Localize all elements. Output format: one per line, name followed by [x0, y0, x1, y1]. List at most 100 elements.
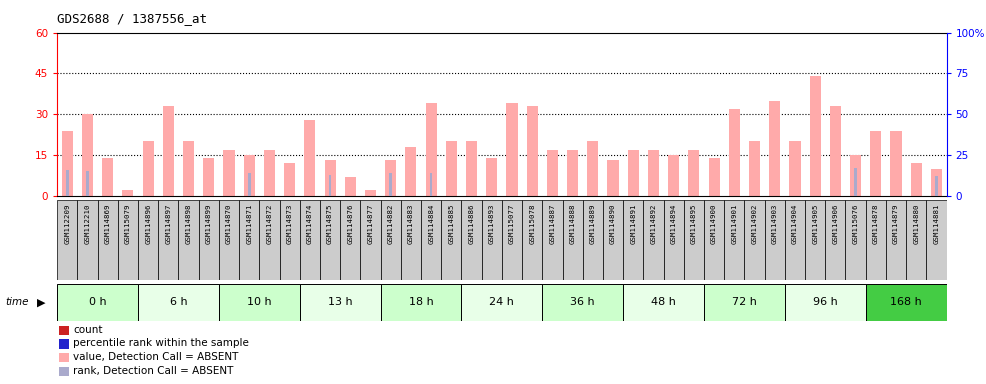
- Bar: [365, 190, 376, 196]
- Text: GSM114876: GSM114876: [347, 204, 353, 244]
- Bar: [724, 200, 744, 280]
- Bar: [669, 155, 679, 196]
- Bar: [850, 155, 861, 196]
- Bar: [259, 200, 280, 280]
- Bar: [59, 367, 69, 376]
- Bar: [59, 339, 69, 349]
- Bar: [284, 163, 295, 196]
- Bar: [502, 200, 523, 280]
- Bar: [704, 200, 724, 280]
- Text: GSM114877: GSM114877: [368, 204, 374, 244]
- Bar: [183, 141, 194, 196]
- Text: GSM114882: GSM114882: [387, 204, 393, 244]
- Text: rank, Detection Call = ABSENT: rank, Detection Call = ABSENT: [74, 366, 234, 376]
- Text: GSM114902: GSM114902: [751, 204, 757, 244]
- Text: value, Detection Call = ABSENT: value, Detection Call = ABSENT: [74, 352, 239, 362]
- Bar: [785, 284, 866, 321]
- Bar: [244, 155, 254, 196]
- Bar: [866, 200, 885, 280]
- Text: 18 h: 18 h: [408, 297, 434, 308]
- Text: GSM114901: GSM114901: [732, 204, 738, 244]
- Bar: [769, 101, 780, 196]
- Text: GSM114895: GSM114895: [691, 204, 697, 244]
- Text: GSM114897: GSM114897: [166, 204, 172, 244]
- Bar: [931, 169, 942, 196]
- Bar: [547, 150, 558, 196]
- Text: GSM115078: GSM115078: [529, 204, 535, 244]
- Text: GSM115079: GSM115079: [125, 204, 131, 244]
- Bar: [704, 284, 785, 321]
- Bar: [846, 200, 866, 280]
- Bar: [648, 150, 659, 196]
- Bar: [199, 200, 219, 280]
- Text: GSM114892: GSM114892: [651, 204, 657, 244]
- Bar: [122, 190, 133, 196]
- Bar: [623, 200, 643, 280]
- Bar: [486, 158, 497, 196]
- Bar: [749, 141, 760, 196]
- Bar: [386, 161, 396, 196]
- Text: 36 h: 36 h: [571, 297, 595, 308]
- Text: percentile rank within the sample: percentile rank within the sample: [74, 338, 249, 348]
- Bar: [300, 284, 381, 321]
- Bar: [66, 170, 69, 196]
- Text: count: count: [74, 325, 103, 335]
- Bar: [82, 114, 93, 196]
- Bar: [158, 200, 178, 280]
- Text: GSM114887: GSM114887: [549, 204, 555, 244]
- Text: GSM114904: GSM114904: [792, 204, 798, 244]
- Bar: [138, 284, 219, 321]
- Bar: [118, 200, 138, 280]
- Bar: [86, 171, 89, 196]
- Bar: [62, 131, 73, 196]
- Text: 24 h: 24 h: [489, 297, 515, 308]
- Bar: [684, 200, 704, 280]
- Text: GSM115076: GSM115076: [853, 204, 859, 244]
- Text: GSM114869: GSM114869: [105, 204, 110, 244]
- Text: GSM114906: GSM114906: [832, 204, 838, 244]
- Bar: [224, 150, 235, 196]
- Bar: [482, 200, 502, 280]
- Text: 0 h: 0 h: [89, 297, 106, 308]
- Bar: [381, 200, 400, 280]
- Bar: [77, 200, 98, 280]
- Text: GSM114884: GSM114884: [428, 204, 434, 244]
- Bar: [935, 176, 938, 196]
- Text: GSM115077: GSM115077: [509, 204, 515, 244]
- Bar: [664, 200, 683, 280]
- Text: 72 h: 72 h: [732, 297, 757, 308]
- Bar: [542, 284, 623, 321]
- Bar: [324, 161, 335, 196]
- Text: GSM114879: GSM114879: [893, 204, 899, 244]
- Bar: [138, 200, 158, 280]
- Text: GSM114889: GSM114889: [590, 204, 596, 244]
- Bar: [400, 200, 421, 280]
- Bar: [178, 200, 199, 280]
- Bar: [163, 106, 174, 196]
- Bar: [830, 106, 841, 196]
- Bar: [466, 141, 477, 196]
- Bar: [345, 177, 356, 196]
- Bar: [264, 150, 275, 196]
- Bar: [421, 200, 442, 280]
- Bar: [542, 200, 562, 280]
- Text: GSM114880: GSM114880: [913, 204, 919, 244]
- Bar: [381, 284, 461, 321]
- Text: GSM114871: GSM114871: [246, 204, 252, 244]
- Text: 6 h: 6 h: [170, 297, 187, 308]
- Bar: [143, 141, 154, 196]
- Bar: [361, 200, 381, 280]
- Text: GSM114875: GSM114875: [327, 204, 333, 244]
- Bar: [709, 158, 720, 196]
- Bar: [57, 284, 138, 321]
- Bar: [59, 326, 69, 335]
- Text: GSM114870: GSM114870: [226, 204, 232, 244]
- Bar: [602, 200, 623, 280]
- Text: GSM114873: GSM114873: [287, 204, 293, 244]
- Text: 13 h: 13 h: [328, 297, 352, 308]
- Text: ▶: ▶: [37, 297, 46, 308]
- Bar: [430, 173, 433, 196]
- Text: GSM114885: GSM114885: [449, 204, 455, 244]
- Text: GSM114890: GSM114890: [610, 204, 616, 244]
- Text: 96 h: 96 h: [812, 297, 838, 308]
